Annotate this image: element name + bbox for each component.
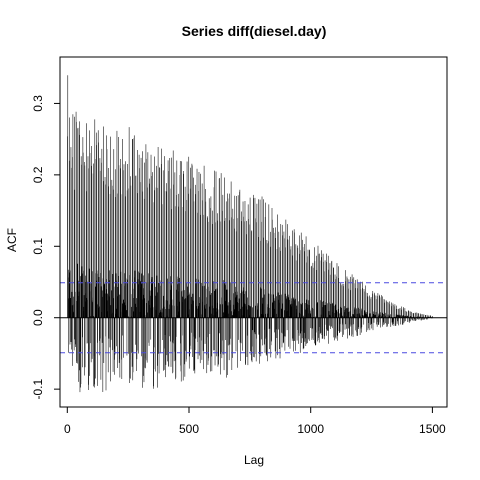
chart-title: Series diff(diesel.day) xyxy=(182,23,327,39)
x-tick-label: 500 xyxy=(179,422,199,436)
y-tick-label: 0.3 xyxy=(31,95,45,112)
plot-frame xyxy=(59,56,448,408)
y-tick-label: 0.0 xyxy=(31,309,45,326)
acf-bars xyxy=(67,75,433,393)
y-axis-label: ACF xyxy=(5,228,19,252)
y-tick-label: -0.1 xyxy=(31,378,45,399)
x-tick-label: 0 xyxy=(64,422,71,436)
y-tick-label: 0.1 xyxy=(31,238,45,255)
x-tick-label: 1500 xyxy=(419,422,446,436)
x-axis-label: Lag xyxy=(244,453,264,467)
y-tick-label: 0.2 xyxy=(31,166,45,183)
reference-lines xyxy=(60,282,447,354)
x-tick-label: 1000 xyxy=(297,422,324,436)
